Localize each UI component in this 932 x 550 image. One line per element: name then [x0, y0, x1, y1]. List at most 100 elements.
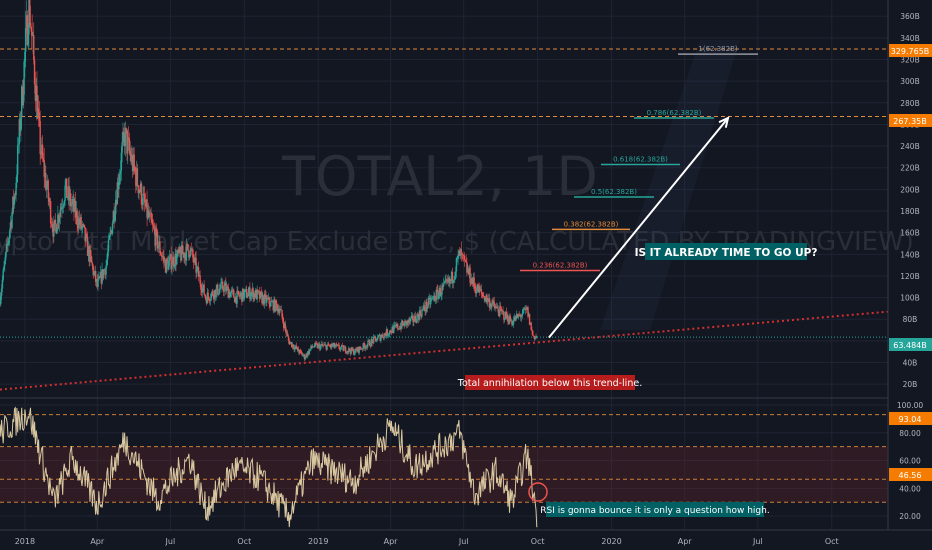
price-axis-label: 280B — [900, 99, 919, 108]
candle-body — [263, 294, 266, 305]
candle-body — [499, 306, 502, 309]
candle-body — [376, 339, 378, 342]
arrow-head — [718, 116, 730, 128]
candle-body — [8, 238, 10, 244]
candle-body — [507, 314, 509, 322]
candle-body — [317, 344, 319, 349]
candle-body — [229, 291, 231, 298]
candle-body — [532, 330, 534, 336]
candle-body — [519, 314, 521, 316]
candle-body — [187, 244, 189, 251]
candle-body — [303, 354, 305, 356]
candle-body — [90, 256, 93, 263]
candle-body — [501, 310, 503, 312]
price-axis-label: 220B — [900, 164, 919, 173]
projection-arrow[interactable] — [548, 116, 730, 339]
annotation-trendline[interactable]: Total annihilation below this trend-line… — [457, 375, 642, 390]
rsi-axis[interactable]: 100.00 80.00 60.00 40.00 20.00 — [897, 401, 923, 521]
candle-body — [78, 218, 80, 229]
candle-body — [531, 329, 533, 331]
candle-body — [240, 292, 242, 295]
candle-body — [201, 289, 203, 293]
horizontal-levels — [0, 48, 888, 338]
candle-body — [424, 309, 426, 312]
candle-body — [329, 345, 331, 348]
candle-body — [445, 279, 447, 281]
candle-body — [285, 328, 287, 334]
candle-body — [292, 344, 295, 348]
candle-body — [274, 300, 277, 312]
candle-body — [214, 290, 217, 298]
candle-body — [483, 296, 485, 298]
candle-body — [25, 27, 27, 52]
time-axis-label: Apr — [384, 537, 399, 546]
candle-body — [197, 266, 200, 277]
candle-body — [399, 326, 401, 330]
price-axis[interactable]: 360B340B320B300B280B260B240B220B200B180B… — [900, 12, 919, 389]
candle-body — [127, 137, 130, 139]
candle-body — [365, 346, 368, 348]
candle-body — [377, 335, 380, 337]
candle-body — [212, 290, 214, 296]
candle-body — [368, 340, 371, 346]
candle-body — [17, 144, 20, 146]
candle-body — [426, 301, 428, 309]
candle-body — [326, 345, 328, 350]
price-axis-label: 20B — [903, 380, 918, 389]
candle-body — [49, 201, 52, 224]
candle-body — [389, 330, 392, 333]
annotation-rsi[interactable]: RSI is gonna bounce it is only a questio… — [540, 502, 770, 517]
candle-body — [417, 315, 420, 320]
candle-body — [58, 217, 61, 223]
candle-body — [510, 320, 512, 322]
candle-body — [484, 299, 487, 302]
candle-body — [284, 323, 286, 329]
candle-body — [352, 349, 354, 351]
candle-body — [366, 344, 368, 348]
candle-body — [172, 256, 174, 265]
candle-body — [401, 320, 403, 329]
candle-body — [1, 279, 4, 289]
candle-body — [70, 193, 72, 207]
price-axis-label: 320B — [900, 56, 919, 65]
candle-body — [165, 258, 168, 273]
candle-body — [93, 272, 95, 275]
candle-body — [313, 346, 315, 348]
candle-body — [288, 340, 291, 345]
candle-body — [39, 120, 41, 154]
candle-body — [106, 259, 108, 266]
candle-body — [134, 167, 136, 171]
candle-body — [79, 217, 82, 225]
price-axis-label: 200B — [900, 185, 919, 194]
candle-body — [254, 289, 257, 298]
candle-body — [18, 119, 20, 145]
candle-body — [350, 347, 352, 354]
candle-body — [21, 86, 24, 106]
candle-body — [356, 349, 358, 352]
candle-body — [123, 134, 126, 147]
candle-body — [62, 205, 65, 208]
candle-body — [497, 308, 499, 313]
candle-body — [344, 346, 346, 348]
candle-body — [413, 315, 416, 322]
trendline[interactable] — [0, 310, 889, 391]
candle-body — [233, 291, 235, 298]
candle-body — [99, 272, 102, 278]
annotation-question[interactable]: IS IT ALREADY TIME TO GO UP? — [635, 243, 818, 260]
candle-body — [143, 193, 146, 203]
candle-body — [70, 204, 73, 207]
candle-body — [489, 303, 491, 308]
candle-body — [524, 308, 527, 310]
candle-body — [535, 336, 537, 338]
candle-body — [246, 289, 248, 298]
candle-body — [303, 354, 306, 360]
candle-body — [82, 224, 85, 225]
candle-body — [199, 275, 201, 284]
candle-body — [213, 295, 215, 300]
candle-body — [120, 152, 123, 171]
candle-body — [278, 308, 280, 314]
time-axis[interactable]: 2018 Apr Jul Oct 2019 Apr Jul Oct 2020 Apr Jul Oct — [15, 537, 839, 546]
candle-body — [84, 227, 86, 242]
candle-body — [336, 344, 339, 346]
